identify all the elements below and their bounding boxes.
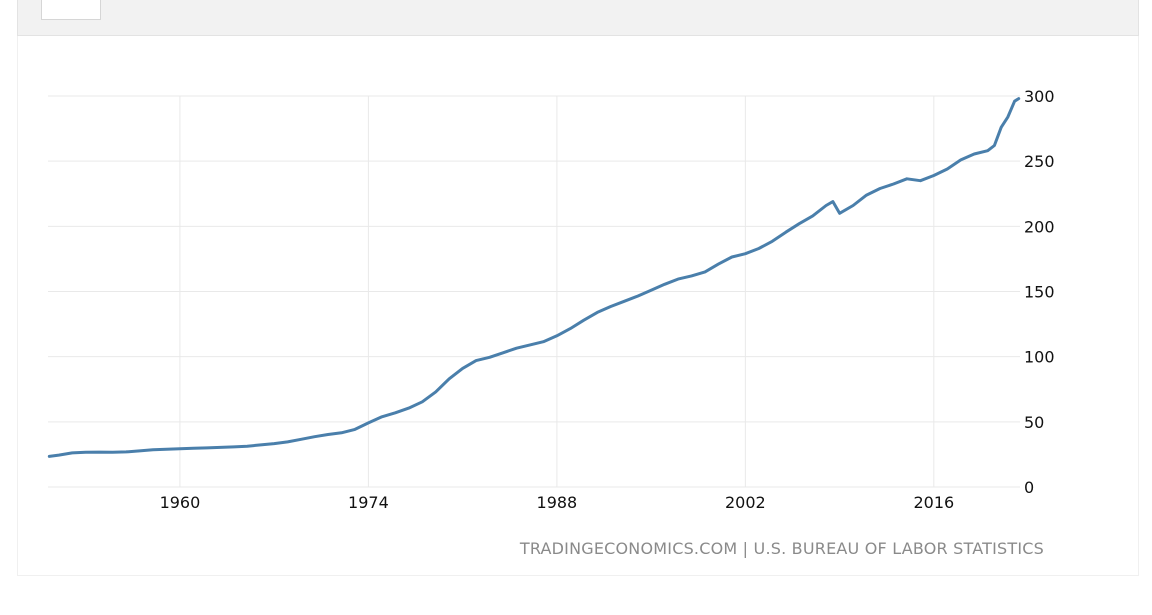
- y-tick-label: 300: [1024, 87, 1055, 106]
- toolbar: [17, 0, 1139, 36]
- chart-source-label: TRADINGECONOMICS.COM | U.S. BUREAU OF LA…: [519, 539, 1044, 558]
- x-tick-label: 1974: [348, 493, 389, 512]
- y-tick-label: 100: [1024, 348, 1055, 367]
- series-line: [47, 97, 1021, 458]
- y-tick-label: 50: [1024, 413, 1044, 432]
- y-tick-label: 250: [1024, 152, 1055, 171]
- chart-panel: [17, 36, 1139, 576]
- x-tick-label: 1988: [537, 493, 578, 512]
- y-tick-label: 0: [1024, 478, 1034, 497]
- toolbar-button[interactable]: [41, 0, 101, 20]
- x-tick-label: 2016: [913, 493, 954, 512]
- y-tick-label: 150: [1024, 283, 1055, 302]
- x-tick-label: 1960: [160, 493, 201, 512]
- y-tick-label: 200: [1024, 217, 1055, 236]
- x-tick-label: 2002: [725, 493, 766, 512]
